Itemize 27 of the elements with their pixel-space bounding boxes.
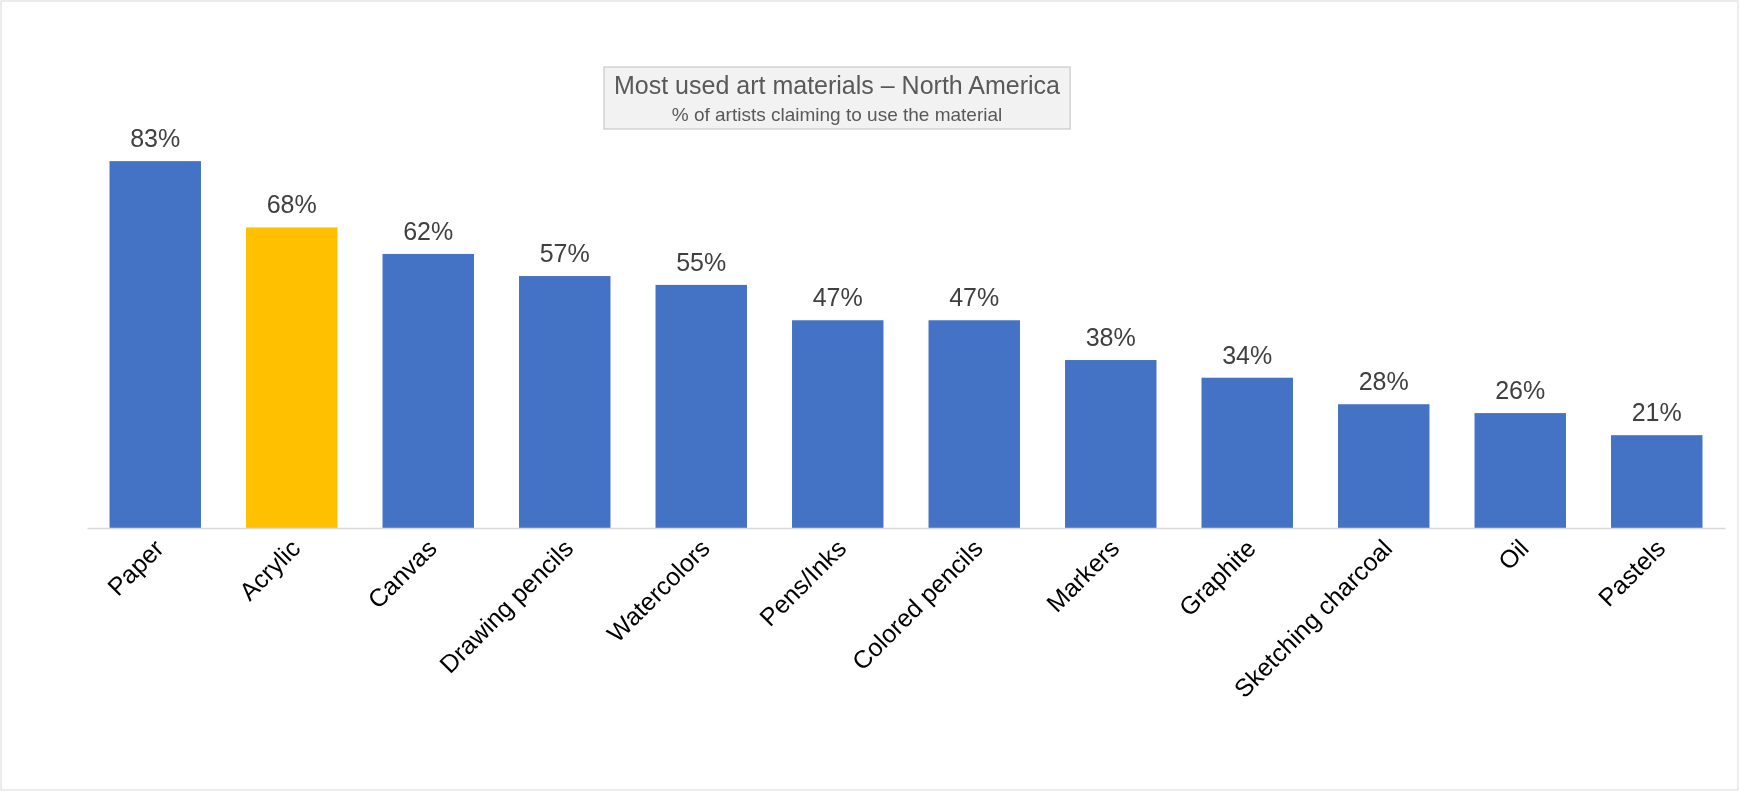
data-label: 26%: [1495, 376, 1546, 405]
data-label: 38%: [1085, 323, 1136, 352]
bar: [655, 284, 747, 528]
bar: [1201, 377, 1293, 528]
bar: [109, 161, 201, 528]
bar: [1065, 360, 1157, 528]
bar: [1611, 435, 1703, 528]
bar: [792, 320, 884, 528]
bar: [246, 227, 338, 528]
data-label: 83%: [130, 124, 181, 153]
data-label: 21%: [1631, 398, 1682, 427]
data-label: 34%: [1222, 340, 1273, 369]
bar: [519, 276, 611, 528]
data-label: 68%: [266, 190, 317, 219]
bar: [382, 253, 474, 528]
bar: [928, 320, 1020, 528]
x-tick-label: Oil: [1492, 533, 1534, 576]
data-label: 55%: [676, 247, 727, 276]
data-label: 47%: [812, 283, 863, 312]
bar: [1338, 404, 1430, 528]
data-label: 47%: [949, 283, 1000, 312]
data-label: 62%: [403, 216, 454, 245]
bar: [1474, 413, 1566, 528]
data-label: 57%: [539, 239, 590, 268]
chart-title: Most used art materials – North America: [614, 71, 1061, 99]
chart-subtitle: % of artists claiming to use the material: [671, 104, 1003, 125]
data-label: 28%: [1358, 367, 1409, 396]
